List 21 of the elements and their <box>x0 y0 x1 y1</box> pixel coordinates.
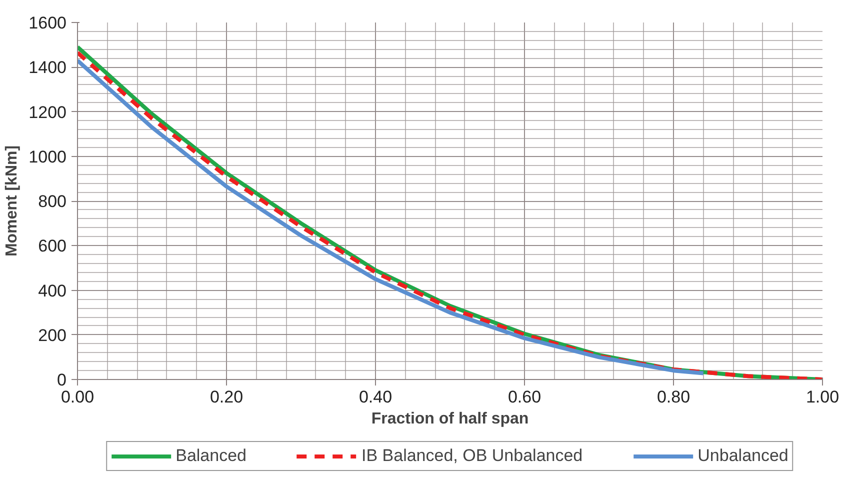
legend-label: Unbalanced <box>698 446 788 466</box>
x-tick-label: 0.60 <box>508 388 542 406</box>
y-tick-label: 1600 <box>28 14 67 32</box>
y-tick-label: 1400 <box>28 58 67 78</box>
y-tick-label: 600 <box>38 236 67 256</box>
y-tick-label: 1000 <box>28 147 67 166</box>
y-tick-label: 400 <box>38 281 67 300</box>
y-tick-label: 800 <box>38 192 67 211</box>
legend-label: IB Balanced, OB Unbalanced <box>361 446 583 466</box>
x-axis-title: Fraction of half span <box>371 410 529 428</box>
legend-label: Balanced <box>176 446 246 466</box>
x-tick-label: 0.20 <box>210 388 244 406</box>
x-tick-label: 0.80 <box>656 388 690 406</box>
x-tick-label: 1.00 <box>806 388 840 406</box>
line-series <box>78 58 706 376</box>
y-tick-label: 200 <box>38 326 67 345</box>
y-tick-label: 0 <box>57 370 67 390</box>
y-axis-title: Moment [kNm] <box>4 145 21 257</box>
x-tick-label: 0.40 <box>358 388 392 406</box>
x-tick-label: 0.00 <box>60 388 94 406</box>
y-tick-label: 1200 <box>28 102 67 122</box>
